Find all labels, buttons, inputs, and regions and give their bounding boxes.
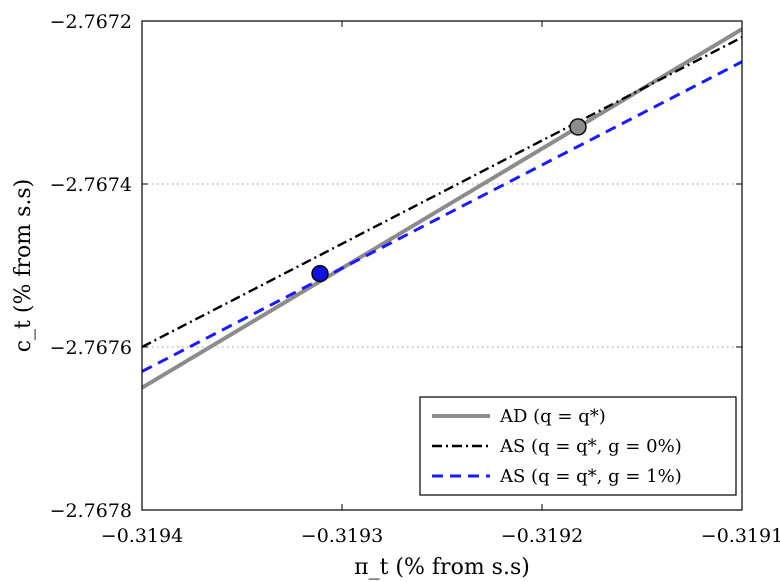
legend: AD (q = q*) AS (q = q*, g = 0%) AS (q = … <box>419 396 737 496</box>
legend-label-as-g0: AS (q = q*, g = 0%) <box>499 436 682 457</box>
y-tick-label-3: −2.7672 <box>50 11 132 33</box>
x-tick-label-2: −0.3192 <box>501 525 583 547</box>
y-tick-label-1: −2.7676 <box>50 337 132 359</box>
legend-label-ad: AD (q = q*) <box>499 406 606 427</box>
y-tick-label-0: −2.7678 <box>50 500 132 522</box>
intersection-marker-1 <box>311 264 329 283</box>
series-line-2 <box>142 60 742 373</box>
x-tick-label-1: −0.3193 <box>301 525 383 547</box>
legend-label-as-g1: AS (q = q*, g = 1%) <box>499 466 682 487</box>
x-tick-label-3: −0.3191 <box>701 525 780 547</box>
series-lines <box>142 27 742 390</box>
x-axis-label: π_t (% from s.s) <box>354 555 530 580</box>
y-tick-label-2: −2.7674 <box>50 174 132 196</box>
intersection-marker-0 <box>569 118 587 136</box>
x-tick-label-0: −0.3194 <box>101 525 183 547</box>
plot-frame <box>141 20 743 511</box>
y-axis-label: c_t (% from s.s) <box>11 179 36 353</box>
intersection-markers <box>311 118 587 283</box>
series-line-1 <box>142 36 742 349</box>
axis-ticks: −0.3194 −0.3193 −0.3192 −0.3191 −2.7678 −2.76… <box>50 11 780 547</box>
gridlines <box>142 20 742 348</box>
